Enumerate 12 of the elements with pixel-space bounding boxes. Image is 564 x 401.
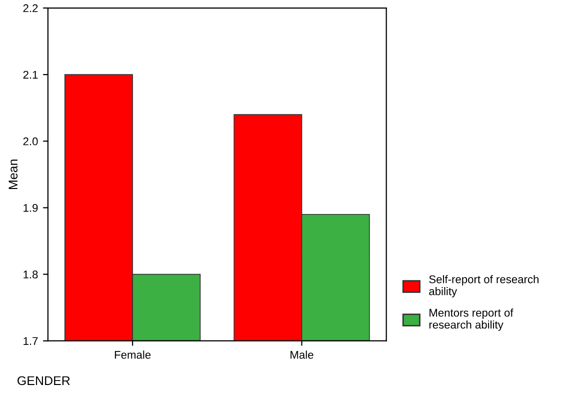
y-tick-label: 1.8 [24, 270, 38, 278]
y-tick-label: 2.2 [23, 4, 38, 12]
legend-label: Mentors report of research ability [429, 308, 514, 331]
x-tick-label: Male [290, 350, 314, 359]
y-tick-label: 2.1 [23, 70, 38, 79]
x-axis-title: GENDER [18, 376, 70, 386]
legend-label: Self-report of research ability [429, 275, 538, 298]
y-axis-title: Mean [8, 160, 18, 190]
y-tick-label: 1.9 [24, 204, 38, 212]
y-tick-label: 1.7 [24, 337, 38, 345]
y-tick-label: 2.0 [23, 137, 38, 146]
x-tick-label: Female [114, 350, 151, 359]
